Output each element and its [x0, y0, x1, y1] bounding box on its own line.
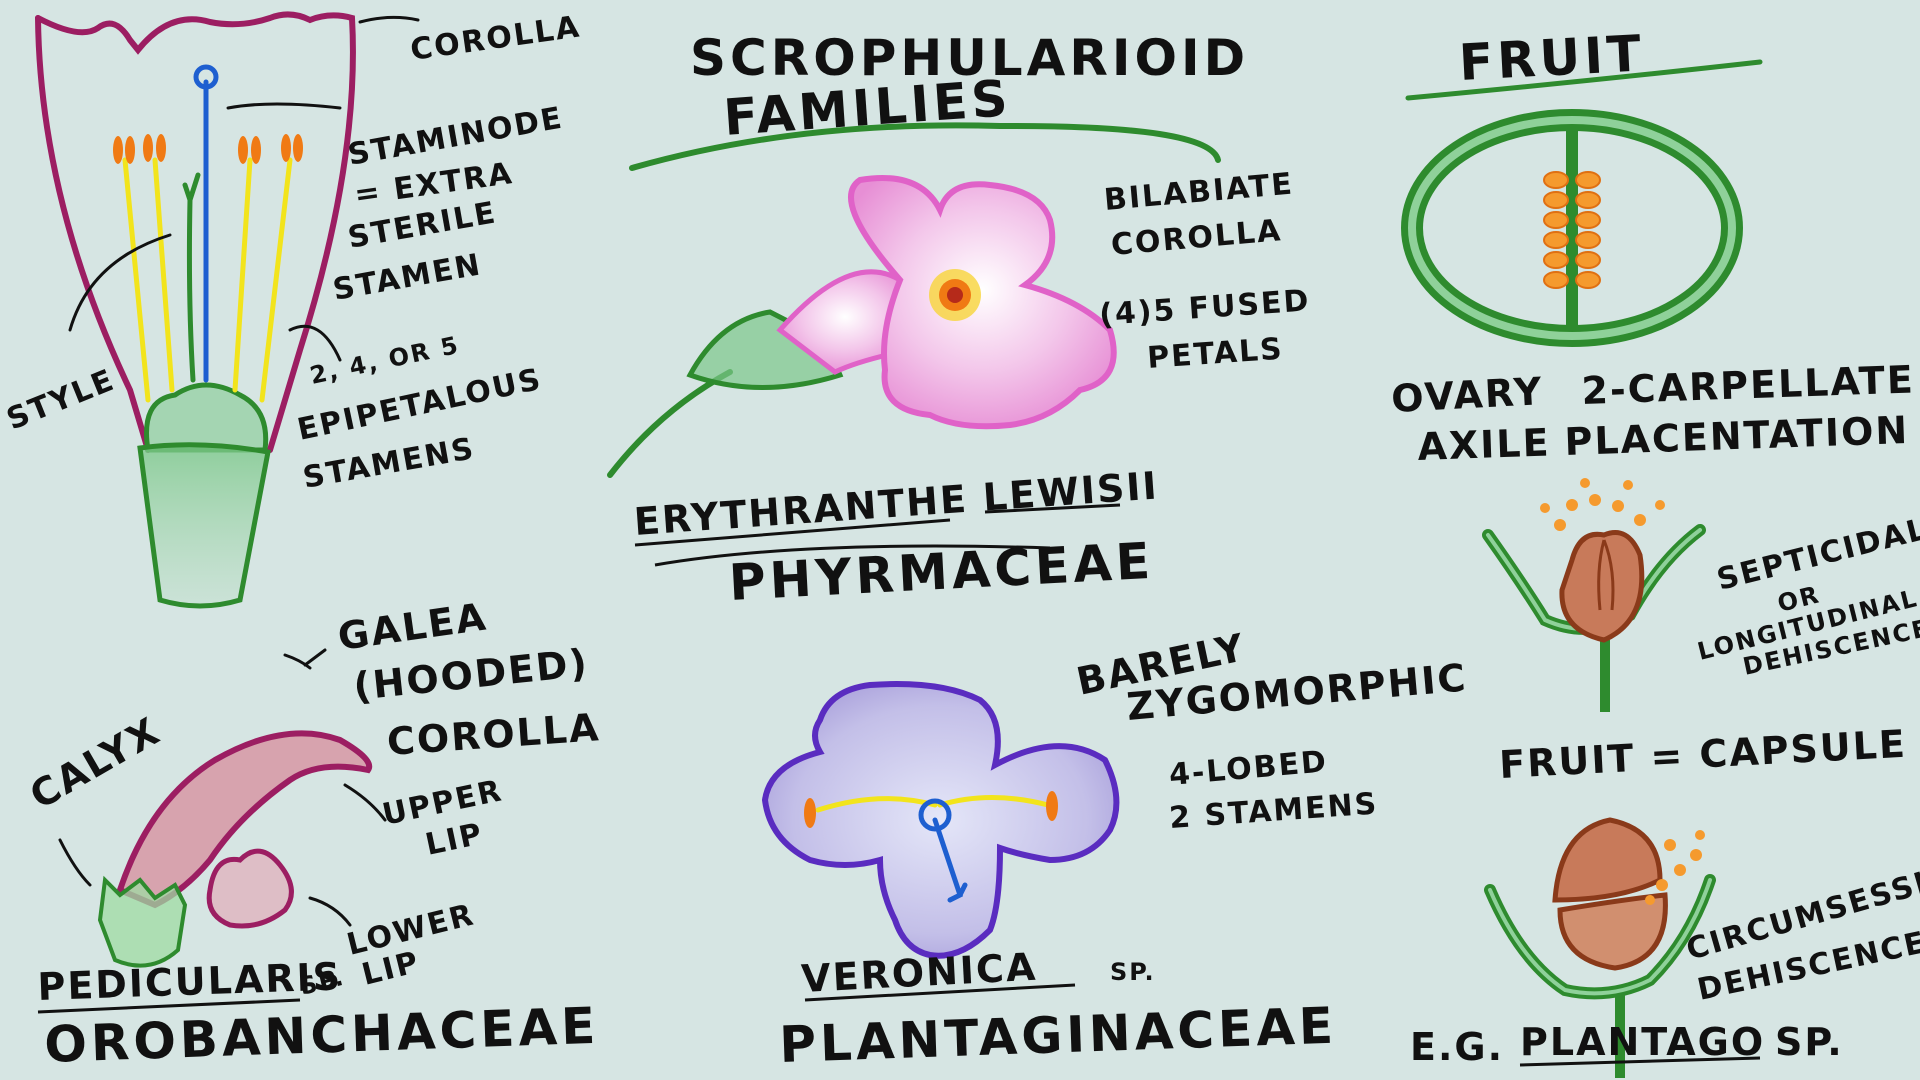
- label-calyx: CALYX: [23, 708, 168, 817]
- label-bilabiate-1: BILABIATE: [1103, 167, 1296, 218]
- erythranthe-diagram: BILABIATE COROLLA (4)5 FUSED PETALS ERYT…: [607, 167, 1312, 612]
- erythranthe-throat: [929, 269, 981, 321]
- anthers: [113, 134, 303, 164]
- label-staminode-4: STAMEN: [330, 247, 484, 308]
- label-2-carpellate: 2-CARPELLATE: [1581, 357, 1916, 413]
- pedicularis-galea: [116, 730, 373, 909]
- label-fused-2: PETALS: [1146, 332, 1285, 376]
- leader-lines: [68, 15, 420, 362]
- staminode-tip: [193, 64, 219, 90]
- pedicularis-leader-lines: [58, 648, 387, 927]
- label-upper-lip-2: LIP: [422, 816, 486, 862]
- veronica-stamens: [815, 795, 1051, 813]
- veronica-diagram: BARELY ZYGOMORPHIC 4-LOBED 2 STAMENS VER…: [761, 625, 1469, 1074]
- label-stamens-1: 2, 4, OR 5: [307, 331, 462, 390]
- flower-anatomy-diagram: COROLLA STAMINODE = EXTRA STERILE STAMEN…: [2, 9, 583, 609]
- erythranthe-stem: [607, 369, 733, 478]
- veronica-genus-underline: [804, 983, 1076, 1002]
- erythranthe-separator: [654, 544, 1051, 567]
- erythranthe-genus-underline: [634, 503, 1121, 547]
- label-staminode-1: STAMINODE: [345, 101, 566, 173]
- ovary: [144, 382, 269, 453]
- corolla-outline: [35, 11, 356, 453]
- septicidal-capsule: [1482, 478, 1706, 712]
- style-organ: [182, 172, 201, 383]
- label-galea-3: COROLLA: [386, 705, 602, 764]
- label-4-lobed: 4-LOBED: [1168, 744, 1330, 793]
- ovules: [1543, 171, 1601, 289]
- veronica-anthers: [804, 791, 1058, 828]
- plantago-underline: [1519, 1056, 1761, 1067]
- ovary-cross-section: [1401, 109, 1743, 347]
- label-2-stamens: 2 STAMENS: [1168, 786, 1379, 836]
- circumsessile-capsule: [1484, 817, 1716, 1078]
- pedicularis-genus-underline: [37, 998, 301, 1014]
- label-ovary: OVARY: [1390, 369, 1544, 421]
- label-bilabiate-2: COROLLA: [1110, 213, 1284, 263]
- veronica-petals: [761, 681, 1120, 959]
- veronica-pistil: [918, 798, 968, 903]
- fruit-title: FRUIT: [1458, 24, 1647, 92]
- label-style: STYLE: [2, 362, 120, 437]
- label-erythranthe-genus: ERYTHRANTHE LEWISII: [633, 463, 1160, 544]
- label-veronica-sp: SP.: [1110, 958, 1156, 986]
- label-eg: E.G.: [1410, 1025, 1504, 1069]
- pedicularis-lower-lip: [206, 848, 294, 929]
- receptacle: [137, 442, 271, 609]
- title-underline: [629, 122, 1221, 171]
- title-line-1: SCROPHULARIOID: [690, 29, 1249, 87]
- erythranthe-petals: [848, 175, 1117, 430]
- title-block: SCROPHULARIOID FAMILIES: [629, 29, 1249, 171]
- pedicularis-calyx: [97, 875, 188, 968]
- fruit-section: FRUIT OVARY 2-CARPELLATE AXILE PLACENTAT…: [1390, 24, 1920, 1078]
- label-axile: AXILE: [1417, 420, 1551, 469]
- label-placentation: PLACENTATION: [1564, 408, 1910, 464]
- label-plantago-sp: SP.: [1775, 1020, 1844, 1064]
- label-corolla: COROLLA: [408, 9, 583, 68]
- stamens: [122, 157, 293, 403]
- label-capsule: FRUIT = CAPSULE: [1498, 722, 1908, 787]
- label-plantago: PLANTAGO: [1520, 1020, 1765, 1064]
- label-fused-1: (4)5 FUSED: [1098, 283, 1311, 333]
- label-plantaginaceae: PLANTAGINACEAE: [778, 997, 1338, 1074]
- label-galea-1: GALEA: [335, 594, 490, 658]
- fruit-title-underline: [1405, 59, 1763, 101]
- corolla-left-side: [35, 15, 151, 453]
- pedicularis-diagram: GALEA (HOODED) COROLLA CALYX UPPER LIP L…: [23, 594, 602, 1074]
- label-phyrmaceae: PHYRMACEAE: [728, 532, 1156, 612]
